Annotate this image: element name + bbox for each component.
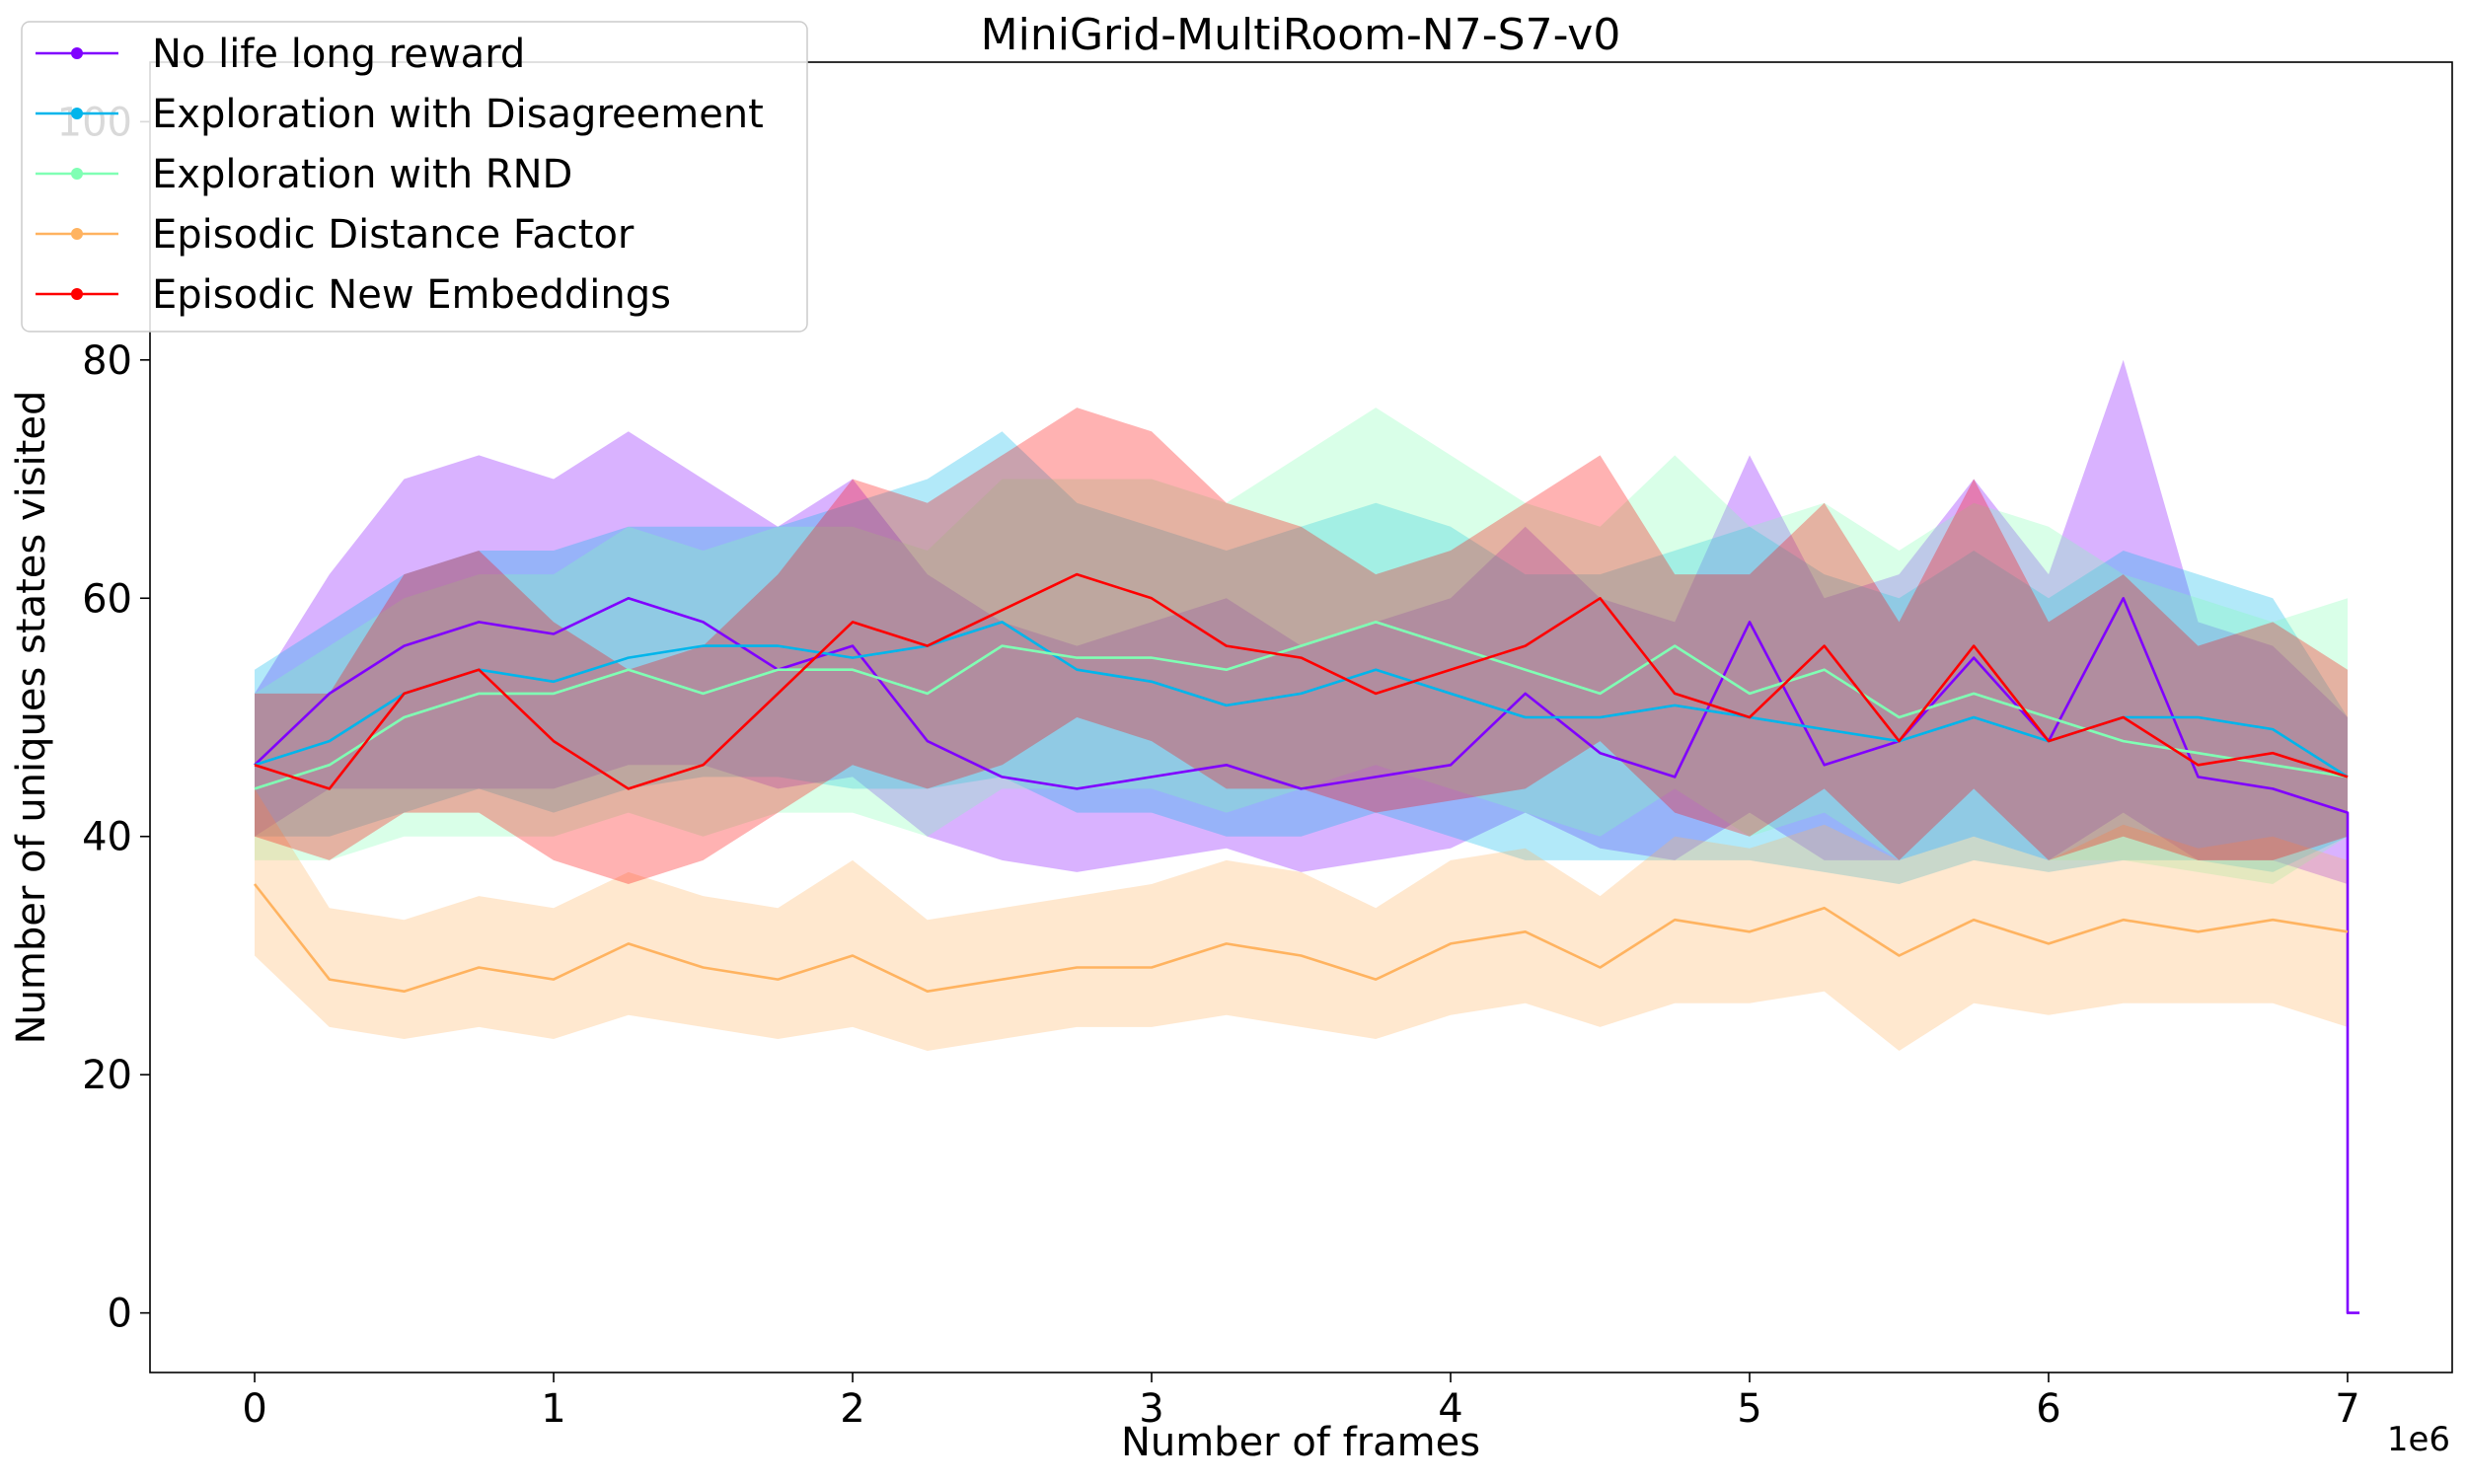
x-tick-label: 4 <box>1438 1386 1462 1432</box>
legend-marker-0 <box>71 47 83 59</box>
line-series-2 <box>254 621 2349 790</box>
legend-box <box>21 21 808 333</box>
x-tick-label: 1 <box>541 1386 565 1432</box>
legend-marker-1 <box>71 108 83 119</box>
confidence-bands <box>255 359 2348 1051</box>
legend-marker-2 <box>71 168 83 180</box>
legend-label-3: Episodic Distance Factor <box>152 212 635 258</box>
x-tick-label: 0 <box>242 1386 266 1432</box>
x-tick-label: 2 <box>840 1386 864 1432</box>
legend-label-2: Exploration with RND <box>152 152 572 197</box>
x-axis-label: Number of frames <box>1121 1420 1480 1465</box>
legend-label-1: Exploration with Disagreement <box>152 92 764 137</box>
plot-frame <box>149 61 2453 1373</box>
y-tick-label: 40 <box>82 815 132 860</box>
line-series-4 <box>254 572 2349 790</box>
legend-marker-4 <box>71 288 83 300</box>
chart-title: MiniGrid-MultiRoom-N7-S7-v0 <box>981 10 1621 60</box>
y-tick-label: 0 <box>108 1292 132 1337</box>
legend-marker-3 <box>71 228 83 240</box>
y-tick-label: 80 <box>82 338 132 384</box>
band-series-3 <box>255 788 2348 1051</box>
x-tick-label: 3 <box>1139 1386 1163 1432</box>
y-axis-label: Number of uniques states visited <box>9 391 54 1045</box>
line-series-0 <box>254 596 2360 1314</box>
line-series-3 <box>253 883 2349 994</box>
legend-label-0: No life long reward <box>152 32 525 77</box>
x-tick-label: 7 <box>2335 1386 2359 1432</box>
legend: No life long reward Exploration with Disa… <box>21 21 808 333</box>
x-axis-ticks: 0 1 2 3 4 5 6 7 <box>242 1373 2360 1432</box>
x-tick-label: 6 <box>2036 1386 2060 1432</box>
legend-entries: No life long reward Exploration with Disa… <box>36 32 764 318</box>
line-series-1 <box>254 621 2349 779</box>
y-tick-label: 20 <box>82 1053 132 1098</box>
band-series-0 <box>255 359 2348 884</box>
x-tick-label: 5 <box>1737 1386 1761 1432</box>
legend-label-4: Episodic New Embeddings <box>152 272 671 318</box>
y-tick-label: 60 <box>82 576 132 622</box>
x-axis-offset-label: 1e6 <box>2387 1420 2450 1459</box>
series-lines <box>253 572 2360 1314</box>
